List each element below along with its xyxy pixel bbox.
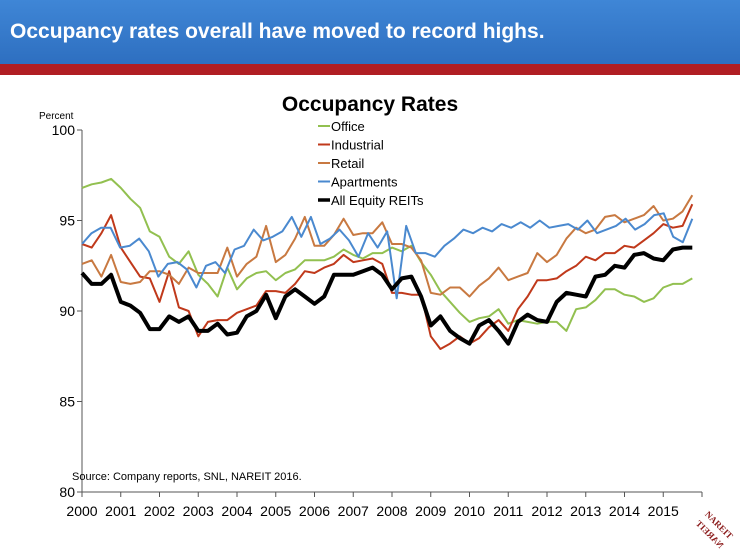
- legend-label: Office: [331, 119, 365, 134]
- x-tick-label: 2008: [376, 503, 407, 519]
- x-tick-label: 2010: [454, 503, 485, 519]
- x-axis-ticks: 2000 2001 2002 2003 2004 2005 2006 2007 2008 2009…: [66, 491, 703, 519]
- x-tick-label: 2000: [66, 503, 97, 519]
- series-line-office: [81, 177, 693, 332]
- x-tick-label: 2012: [531, 503, 562, 519]
- y-tick-label: 80: [59, 484, 75, 500]
- x-tick-label: 2007: [338, 503, 369, 519]
- slide-title: Occupancy rates overall have moved to re…: [10, 20, 545, 43]
- y-tick-label: 100: [52, 122, 76, 138]
- x-tick-label: 2015: [648, 503, 679, 519]
- x-tick-label: 2014: [609, 503, 640, 519]
- x-tick-label: 2003: [183, 503, 214, 519]
- series-line-industrial: [81, 203, 694, 350]
- y-tick-label: 95: [59, 213, 75, 229]
- chart-title: Occupancy Rates: [282, 93, 458, 116]
- legend-label: All Equity REITs: [331, 193, 424, 208]
- header-stripe: [0, 64, 740, 75]
- series-lines: [80, 177, 694, 350]
- series-line-all-equity-reits: [80, 245, 693, 346]
- x-tick-label: 2009: [415, 503, 446, 519]
- x-tick-label: 2005: [260, 503, 291, 519]
- y-axis-label: Percent: [39, 111, 74, 122]
- source-note: Source: Company reports, SNL, NAREIT 201…: [72, 471, 302, 483]
- x-tick-label: 2004: [221, 503, 252, 519]
- legend-label: Retail: [331, 156, 364, 171]
- slide-header: Occupancy rates overall have moved to re…: [0, 0, 740, 64]
- legend-label: Industrial: [331, 138, 384, 153]
- y-axis-ticks: 80 85 90 95 100: [52, 122, 83, 500]
- legend-label: Apartments: [331, 175, 398, 190]
- x-tick-label: 2006: [299, 503, 330, 519]
- x-tick-label: 2013: [570, 503, 601, 519]
- nareit-logo: NAREIT NAREIT: [694, 510, 734, 550]
- x-tick-label: 2001: [105, 503, 136, 519]
- chart-legend: Office Industrial Retail Apartments All Equi…: [318, 119, 424, 208]
- y-tick-label: 90: [59, 303, 75, 319]
- y-tick-label: 85: [59, 394, 75, 410]
- series-line-apartments: [81, 212, 694, 300]
- x-tick-label: 2002: [144, 503, 175, 519]
- occupancy-line-chart: Occupancy Rates Percent 80 85 90 95 100 2000…: [39, 93, 703, 519]
- x-tick-label: 2011: [493, 503, 523, 519]
